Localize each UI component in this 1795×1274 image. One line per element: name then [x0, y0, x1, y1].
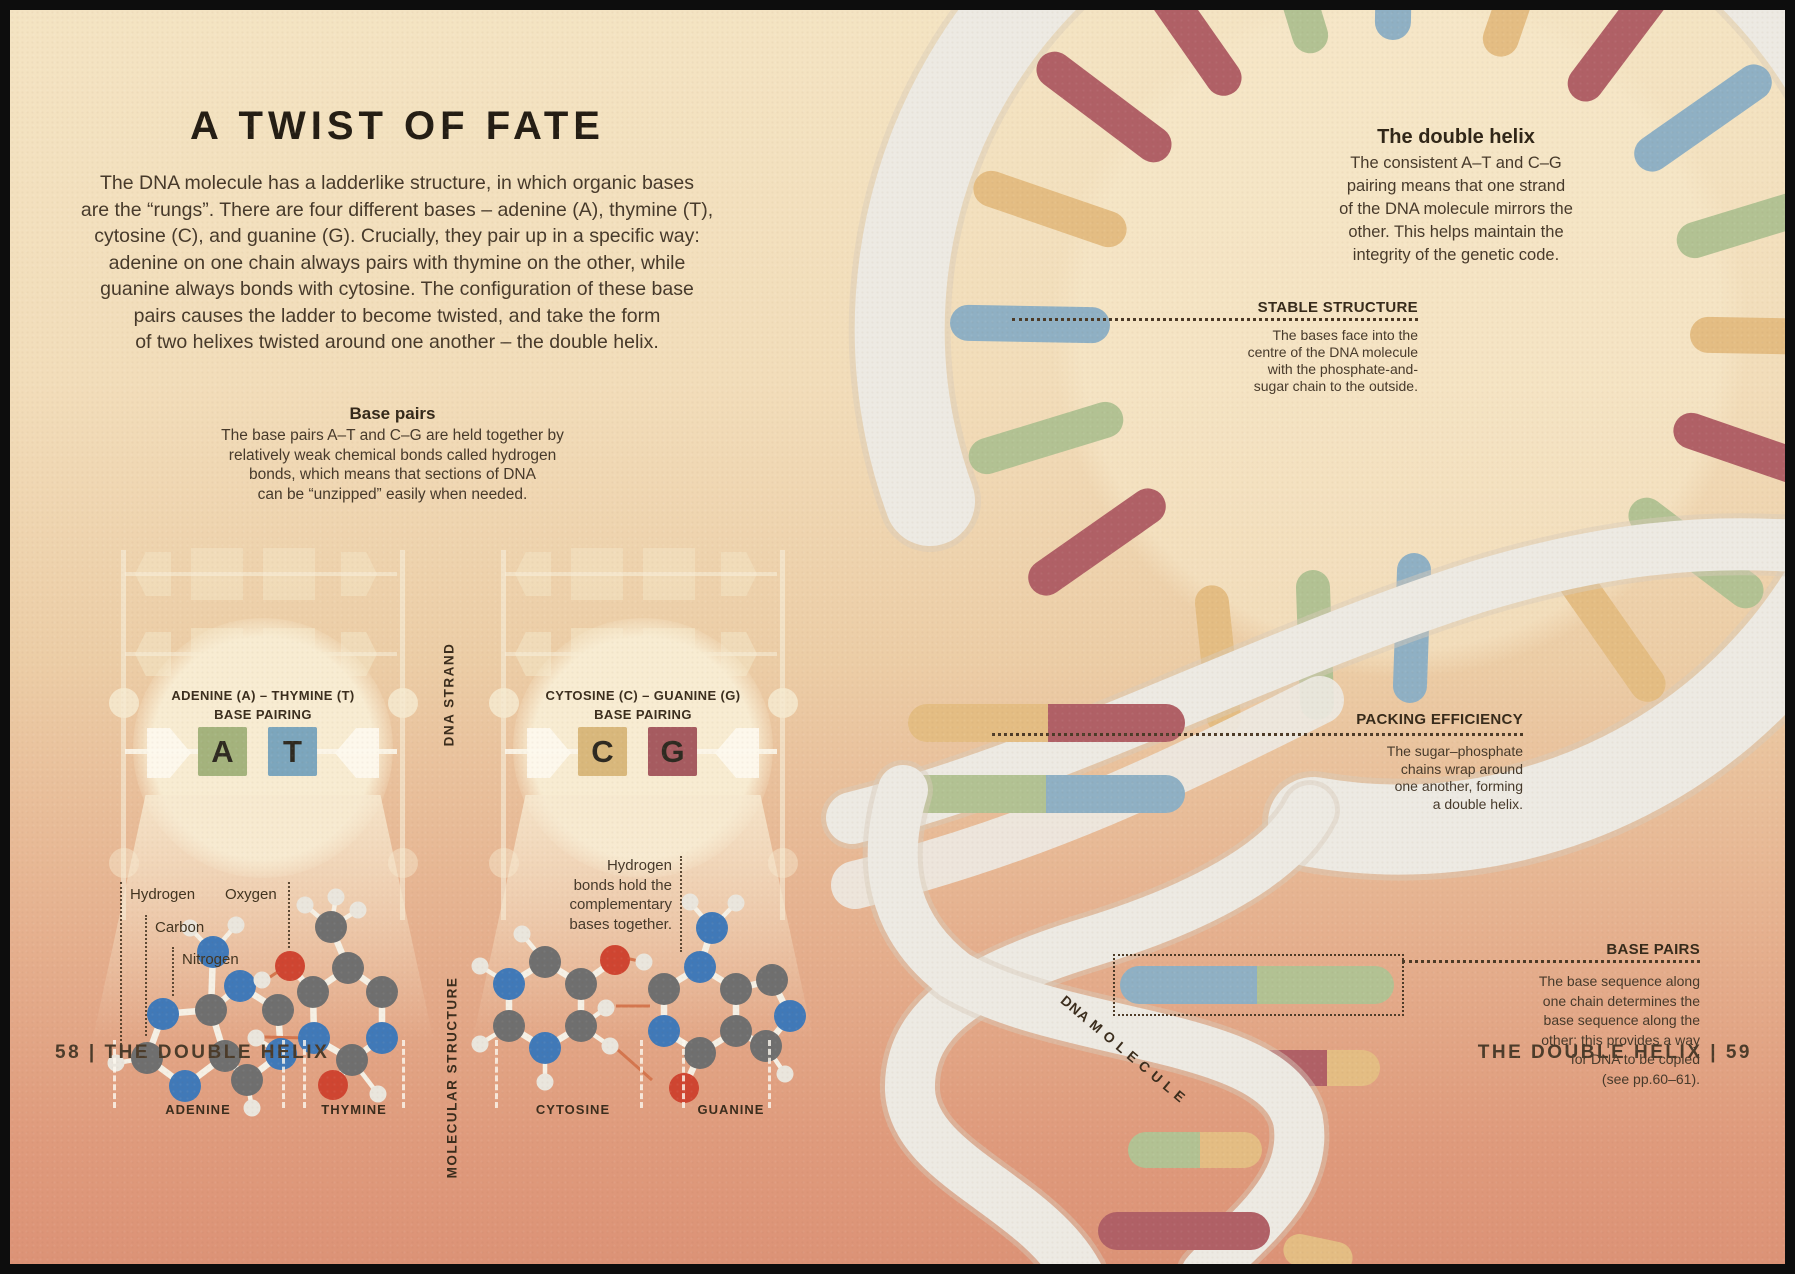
atom-label-nitrogen: Nitrogen — [182, 951, 239, 968]
dna-rail-icon — [780, 550, 785, 920]
base-rung-icon — [1676, 185, 1795, 259]
base-tile-guanine: G — [648, 727, 697, 776]
annotation-body-packing-efficiency: The sugar–phosphate chains wrap around o… — [1386, 743, 1523, 812]
base-rung-icon — [1374, 0, 1414, 40]
dashed-separator — [495, 1040, 498, 1108]
helix-strand-back — [885, 785, 1335, 1274]
dashed-separator — [682, 1040, 685, 1108]
leader-line — [120, 882, 122, 1045]
base-pairs-highlight-box — [1113, 954, 1404, 1016]
footer-right: THE DOUBLE HELIX | 59 — [1477, 1042, 1752, 1063]
atom-label-hydrogen: Hydrogen — [130, 886, 196, 903]
base-rung-icon — [1634, 64, 1772, 172]
page-title: A TWIST OF FATE — [190, 104, 605, 148]
pairing-title: ADENINE (A) – THYMINE (T) — [171, 688, 355, 703]
molecule-caption-guanine: GUANINE — [697, 1102, 765, 1117]
base-rung-icon — [973, 170, 1127, 248]
atom-label-carbon: Carbon — [155, 919, 205, 936]
intro-paragraph: The DNA molecule has a ladderlike struct… — [80, 172, 714, 353]
double-helix-heading: The double helix — [1377, 126, 1535, 148]
base-tile-adenine: A — [198, 727, 247, 776]
sugar-circle-icon — [109, 688, 139, 718]
sugar-circle-icon — [388, 688, 418, 718]
annotation-title-stable-structure: STABLE STRUCTURE — [1257, 299, 1418, 316]
rung-blue-green — [1120, 966, 1394, 1004]
dashed-separator — [402, 1040, 405, 1108]
dna-rail-icon — [501, 550, 506, 920]
dashed-separator — [282, 1040, 285, 1108]
pairing-title: CYTOSINE (C) – GUANINE (G) — [545, 688, 741, 703]
molecule-caption-adenine: ADENINE — [165, 1102, 231, 1117]
rung-red — [1098, 1212, 1270, 1250]
sugar-circle-icon — [768, 688, 798, 718]
annotation-body-stable-structure: The bases face into the centre of the DN… — [1247, 327, 1418, 394]
base-rung-icon — [950, 304, 1110, 344]
base-rung-icon — [1028, 488, 1166, 596]
adenine-thymine-molecule — [107, 888, 398, 1117]
dashed-separator — [113, 1040, 116, 1108]
dotted-rule — [992, 733, 1523, 736]
dna-rail-icon — [400, 550, 405, 920]
base-tile-cytosine: C — [578, 727, 627, 776]
hydrogen-bond-note: Hydrogen bonds hold the complementary ba… — [569, 857, 672, 933]
helix-strand-front — [867, 765, 1325, 1274]
base-rung-icon — [1134, 0, 1242, 96]
base-rung-icon — [1673, 412, 1795, 490]
dotted-rule — [1402, 960, 1700, 963]
annotation-body-base-pairs: The base sequence along one chain determ… — [1538, 973, 1700, 1087]
base-rung-icon — [968, 401, 1124, 475]
footer-left: 58 | THE DOUBLE HELIX — [55, 1042, 330, 1063]
leader-line — [288, 882, 290, 948]
base-rung-icon — [1567, 0, 1679, 102]
base-rung-icon — [1558, 564, 1666, 702]
base-rung-icon — [1036, 51, 1172, 163]
base-pairs-note-heading: Base pairs — [349, 404, 436, 423]
dotted-rule — [1012, 318, 1418, 321]
leader-line — [145, 915, 147, 1036]
helix-strand — [826, 518, 1795, 844]
base-pairs-note-body: The base pairs A–T and C–G are held toge… — [221, 427, 564, 503]
base-tile-thymine: T — [268, 727, 317, 776]
cytosine-guanine-molecule — [471, 893, 806, 1103]
base-rung-icon — [1690, 316, 1795, 356]
dashed-separator — [768, 1040, 771, 1108]
ladder-rung-line — [505, 572, 777, 576]
rung-yellow-red — [908, 704, 1185, 742]
leader-line — [680, 856, 682, 952]
pairing-subtitle: BASE PAIRING — [594, 707, 692, 722]
double-helix-body: The consistent A–T and C–G pairing means… — [1339, 154, 1573, 264]
dna-molecule-helix — [862, 704, 1394, 1274]
base-rung-icon — [1283, 1234, 1353, 1274]
pairing-subtitle: BASE PAIRING — [214, 707, 312, 722]
ladder-rung-line — [125, 572, 397, 576]
annotation-title-base-pairs: BASE PAIRS — [1606, 941, 1700, 958]
dna-rail-icon — [121, 550, 126, 920]
rung-green-blue — [906, 775, 1185, 813]
dna-strand-side-label: DNA STRAND — [441, 642, 457, 746]
base-rung-icon — [1482, 0, 1560, 57]
leader-line — [172, 947, 174, 996]
molecule-caption-thymine: THYMINE — [321, 1102, 387, 1117]
dashed-separator — [303, 1040, 306, 1108]
molecule-caption-cytosine: CYTOSINE — [535, 1102, 611, 1117]
atom-label-oxygen: Oxygen — [225, 886, 277, 903]
annotation-title-packing-efficiency: PACKING EFFICIENCY — [1356, 711, 1523, 728]
rung-green-yellow — [1128, 1132, 1262, 1168]
dashed-separator — [640, 1040, 643, 1108]
sugar-circle-icon — [489, 688, 519, 718]
base-rung-icon — [1255, 0, 1329, 54]
